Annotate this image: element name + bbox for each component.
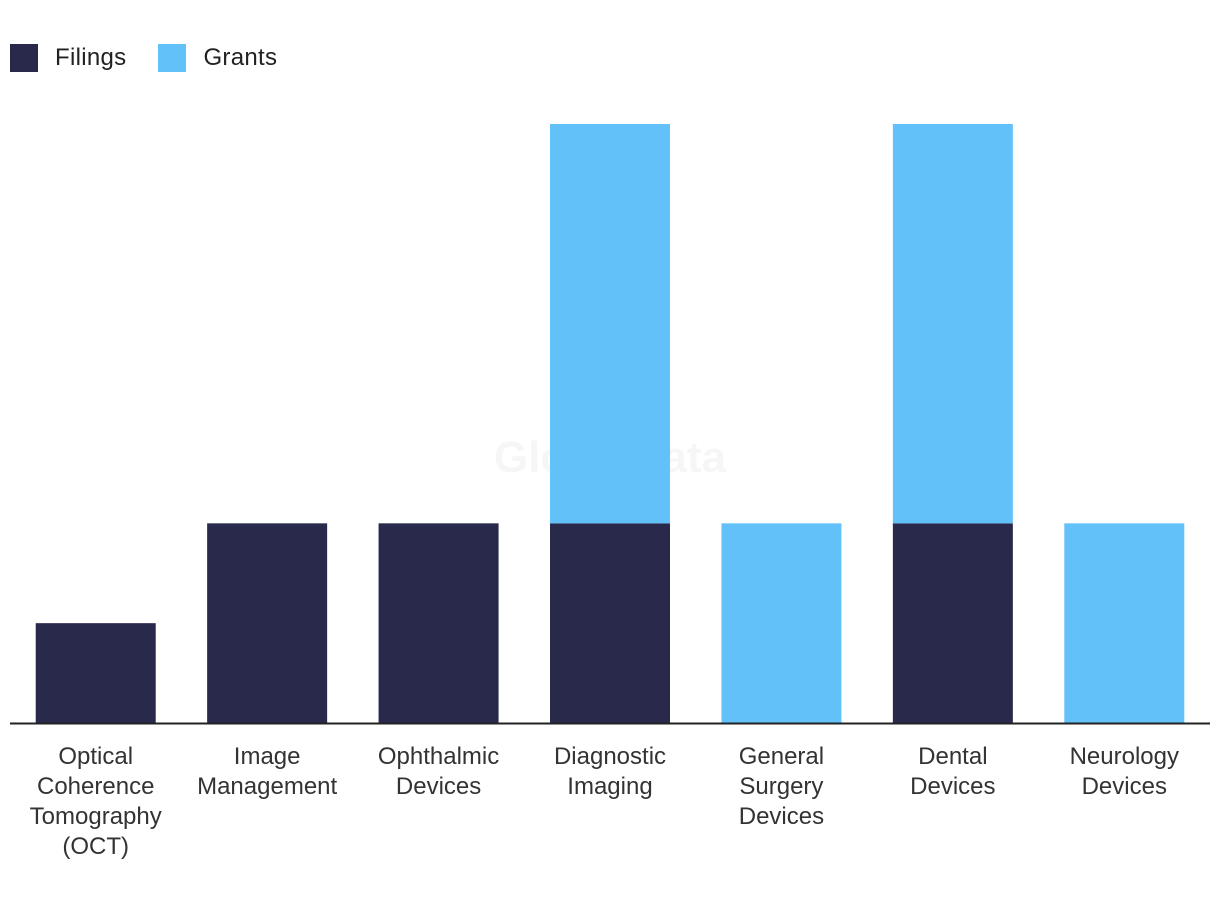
category-label-4: General Surgery Devices — [739, 743, 824, 830]
category-label-0: Optical Coherence Tomography (OCT) — [30, 743, 162, 860]
bar-filings-2 — [378, 523, 499, 723]
category-label-3: Diagnostic Imaging — [554, 743, 666, 800]
legend-item-filings: Filings — [10, 44, 126, 72]
legend-swatch-filings — [10, 44, 38, 72]
category-label-1: Image Management — [197, 743, 337, 800]
bar-filings-5 — [892, 523, 1013, 723]
category-label-5: Dental Devices — [910, 743, 995, 800]
bar-grants-3 — [550, 124, 670, 524]
bar-grants-6 — [1064, 523, 1185, 723]
legend-swatch-grants — [158, 44, 187, 72]
legend-item-grants: Grants — [158, 44, 277, 72]
bar-grants-4 — [721, 523, 842, 723]
category-labels-group: Optical Coherence Tomography (OCT) Image Mana… — [30, 743, 1179, 860]
bars-group — [35, 124, 1185, 723]
bar-filings-1 — [207, 523, 328, 723]
category-label-6: Neurology Devices — [1070, 743, 1179, 800]
chart-legend: Filings Grants — [10, 42, 309, 74]
legend-label-filings: Filings — [55, 44, 127, 71]
bar-filings-0 — [35, 623, 156, 723]
legend-label-grants: Grants — [203, 44, 278, 71]
bar-filings-3 — [550, 523, 670, 723]
category-label-2: Ophthalmic Devices — [378, 743, 499, 800]
bar-grants-5 — [892, 124, 1013, 524]
